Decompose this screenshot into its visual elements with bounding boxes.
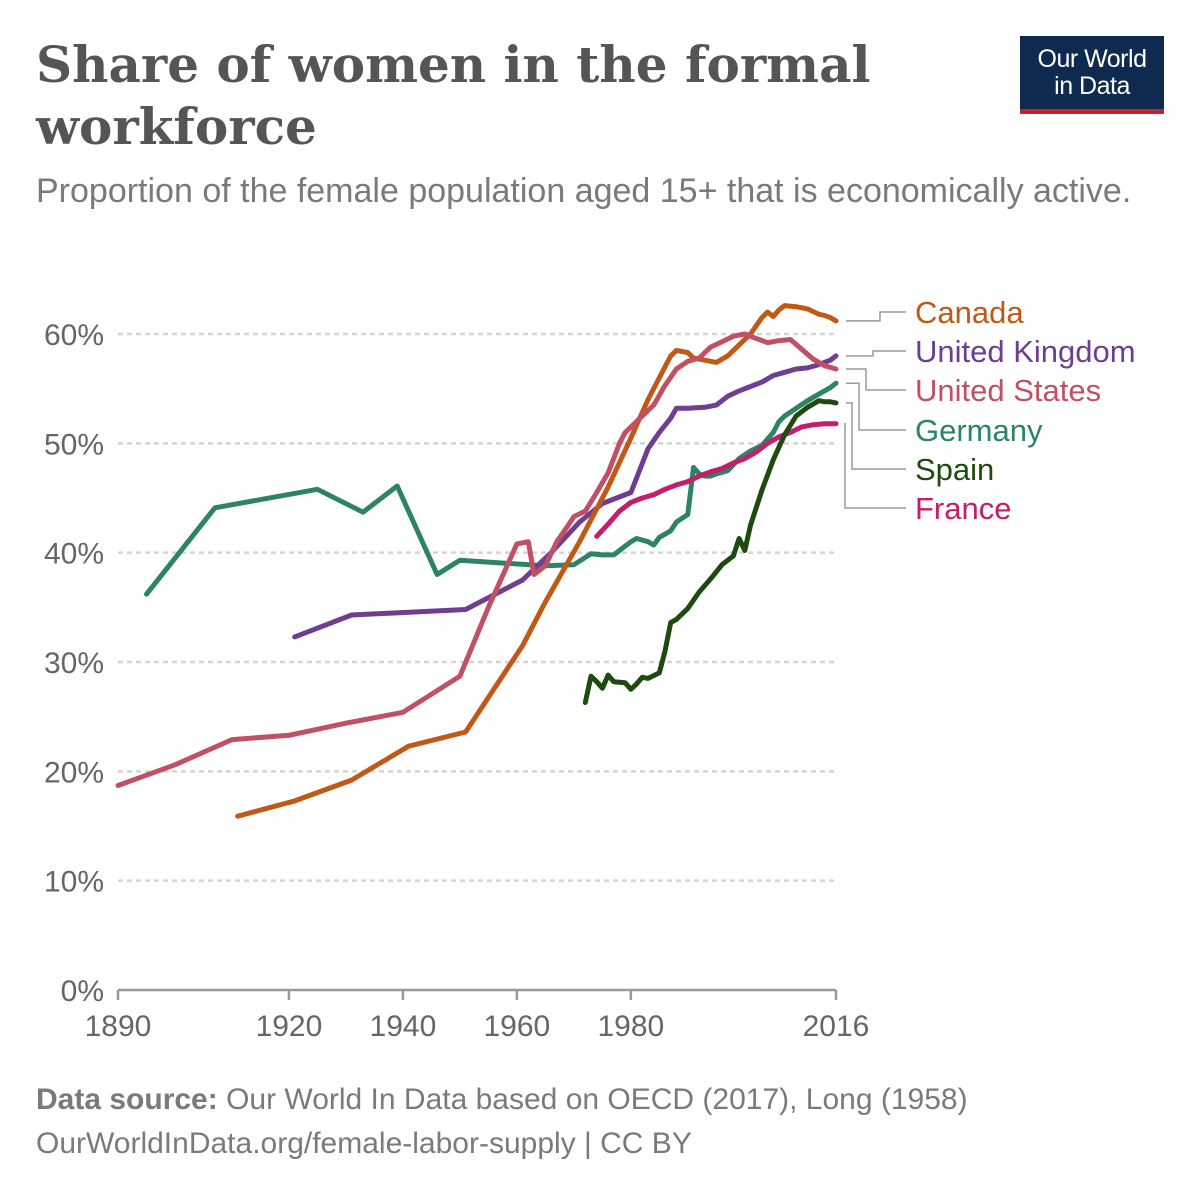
series-line: [144, 380, 839, 597]
series-label: Canada: [915, 295, 1024, 330]
logo-line-1: Our World: [1037, 44, 1147, 73]
y-tick-label: 40%: [44, 538, 104, 571]
legend-leader-line: [846, 350, 906, 357]
chart-subtitle: Proportion of the female population aged…: [36, 172, 1132, 210]
y-tick-label: 20%: [44, 756, 104, 789]
legend-leader-line: [846, 368, 906, 391]
logo-line-2: in Data: [1054, 71, 1130, 100]
y-tick-label: 0%: [61, 975, 104, 1008]
series-label: France: [915, 491, 1011, 526]
x-tick-label: 1960: [484, 1010, 551, 1043]
legend-leader-line: [846, 402, 906, 470]
series-line: [292, 353, 839, 640]
x-tick-label: 1940: [370, 1010, 437, 1043]
x-tick-label: 2016: [803, 1010, 870, 1043]
x-tick-label: 1980: [597, 1010, 664, 1043]
data-source-label: Data source:: [36, 1083, 218, 1116]
series-line: [582, 398, 839, 705]
series-line: [115, 331, 839, 788]
y-tick-label: 50%: [44, 428, 104, 461]
series-label: United Kingdom: [915, 334, 1136, 369]
data-source-text: Our World In Data based on OECD (2017), …: [226, 1083, 968, 1116]
y-tick-label: 60%: [44, 319, 104, 352]
y-tick-label: 30%: [44, 647, 104, 680]
series-line: [235, 303, 839, 819]
series-line: [594, 421, 839, 539]
y-tick-label: 10%: [44, 866, 104, 899]
chart-title: Share of women in the formal workforce: [36, 35, 871, 156]
data-source-line: Data source: Our World In Data based on …: [36, 1078, 1166, 1122]
chart-footer: Data source: Our World In Data based on …: [36, 1078, 1166, 1166]
legend-leader-line: [846, 382, 906, 431]
series-label: United States: [915, 373, 1101, 408]
url-license-line[interactable]: OurWorldInData.org/female-labor-supply |…: [36, 1127, 692, 1160]
series-label: Spain: [915, 452, 994, 487]
x-tick-label: 1920: [256, 1010, 323, 1043]
legend-leader-line: [846, 311, 906, 322]
legend-leader-line: [844, 422, 906, 509]
series-label: Germany: [915, 413, 1043, 448]
owid-logo[interactable]: Our World in Data: [1020, 36, 1164, 114]
x-tick-label: 1890: [85, 1010, 152, 1043]
